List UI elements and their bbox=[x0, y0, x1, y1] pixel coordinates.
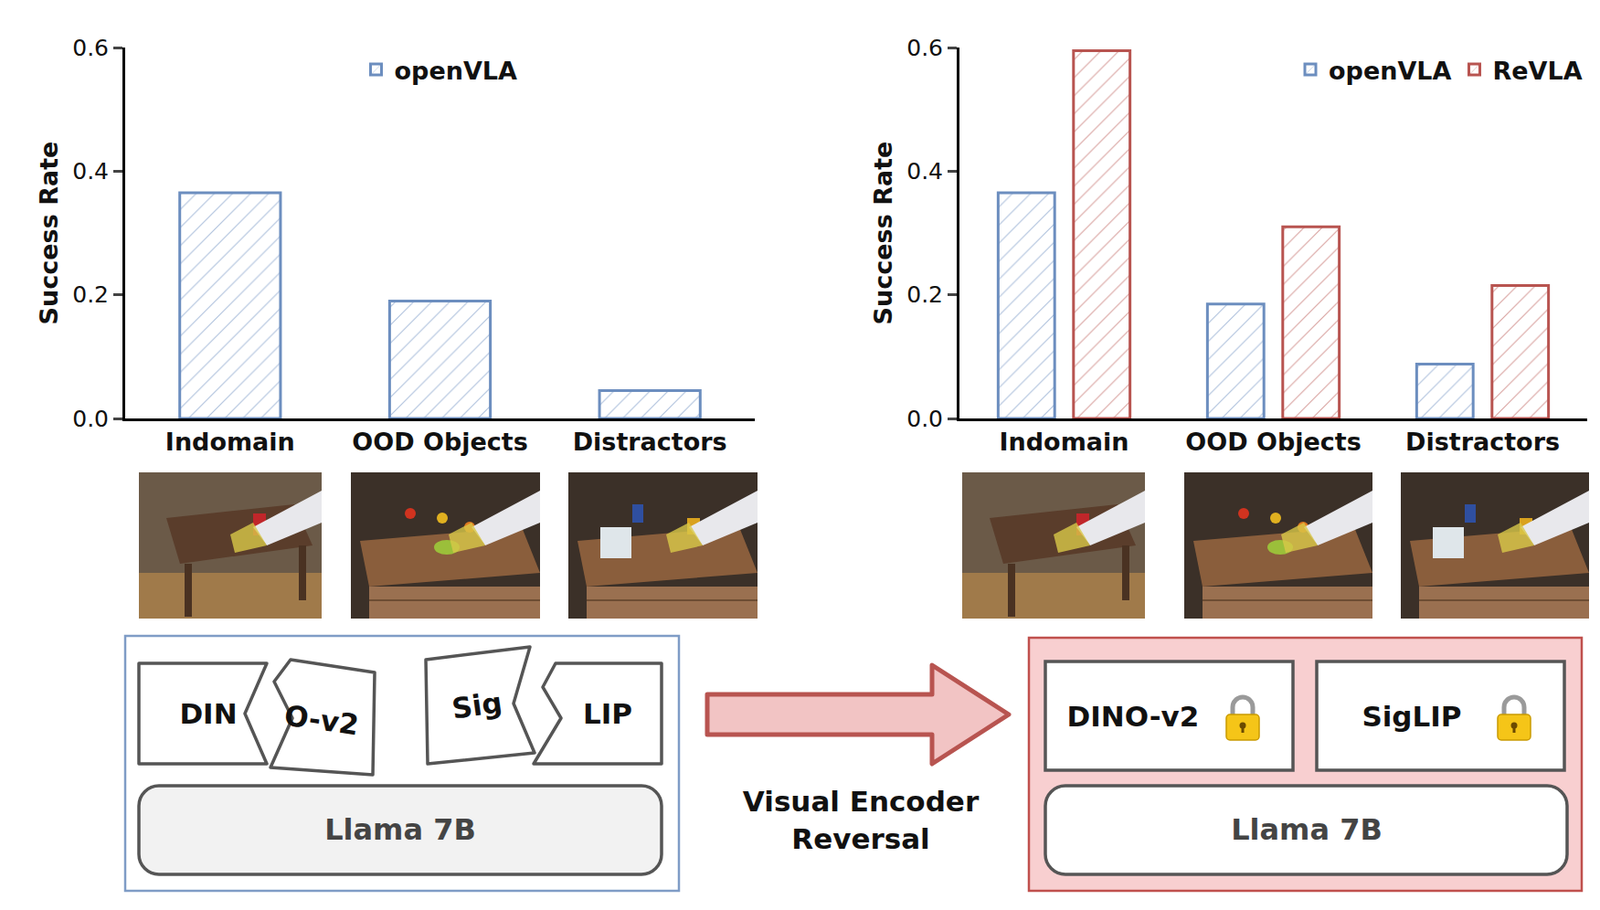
svg-text:Distractors: Distractors bbox=[1405, 427, 1560, 456]
svg-text:OOD Objects: OOD Objects bbox=[351, 427, 529, 456]
svg-text:DINO-v2: DINO-v2 bbox=[1067, 699, 1200, 733]
svg-text:Success Rate: Success Rate bbox=[868, 141, 898, 326]
svg-text:Success Rate: Success Rate bbox=[34, 141, 64, 326]
svg-text:OOD Objects: OOD Objects bbox=[1185, 427, 1362, 456]
svg-text:SigLIP: SigLIP bbox=[1361, 699, 1462, 733]
svg-text:ReVLA: ReVLA bbox=[1493, 56, 1583, 85]
svg-text:openVLA: openVLA bbox=[394, 56, 519, 85]
svg-text:0.2: 0.2 bbox=[906, 281, 944, 308]
svg-text:0.2: 0.2 bbox=[72, 281, 109, 308]
svg-text:Reversal: Reversal bbox=[791, 822, 930, 856]
svg-text:0.0: 0.0 bbox=[906, 405, 944, 433]
svg-text:0.6: 0.6 bbox=[72, 34, 109, 62]
svg-text:Visual Encoder: Visual Encoder bbox=[742, 784, 980, 818]
svg-text:Distractors: Distractors bbox=[572, 427, 728, 456]
svg-text:0.4: 0.4 bbox=[72, 158, 109, 185]
svg-text:Indomain: Indomain bbox=[999, 427, 1130, 456]
svg-text:Sig: Sig bbox=[449, 685, 505, 725]
svg-text:0.4: 0.4 bbox=[906, 158, 944, 185]
svg-text:DIN: DIN bbox=[179, 697, 237, 731]
svg-text:0.0: 0.0 bbox=[72, 405, 109, 433]
svg-text:Llama 7B: Llama 7B bbox=[324, 812, 477, 848]
svg-text:Indomain: Indomain bbox=[165, 427, 296, 456]
svg-text:openVLA: openVLA bbox=[1328, 56, 1452, 85]
svg-text:O-v2: O-v2 bbox=[282, 698, 361, 742]
svg-text:LIP: LIP bbox=[582, 697, 633, 731]
svg-text:0.6: 0.6 bbox=[906, 34, 944, 62]
svg-text:Llama 7B: Llama 7B bbox=[1230, 812, 1383, 848]
